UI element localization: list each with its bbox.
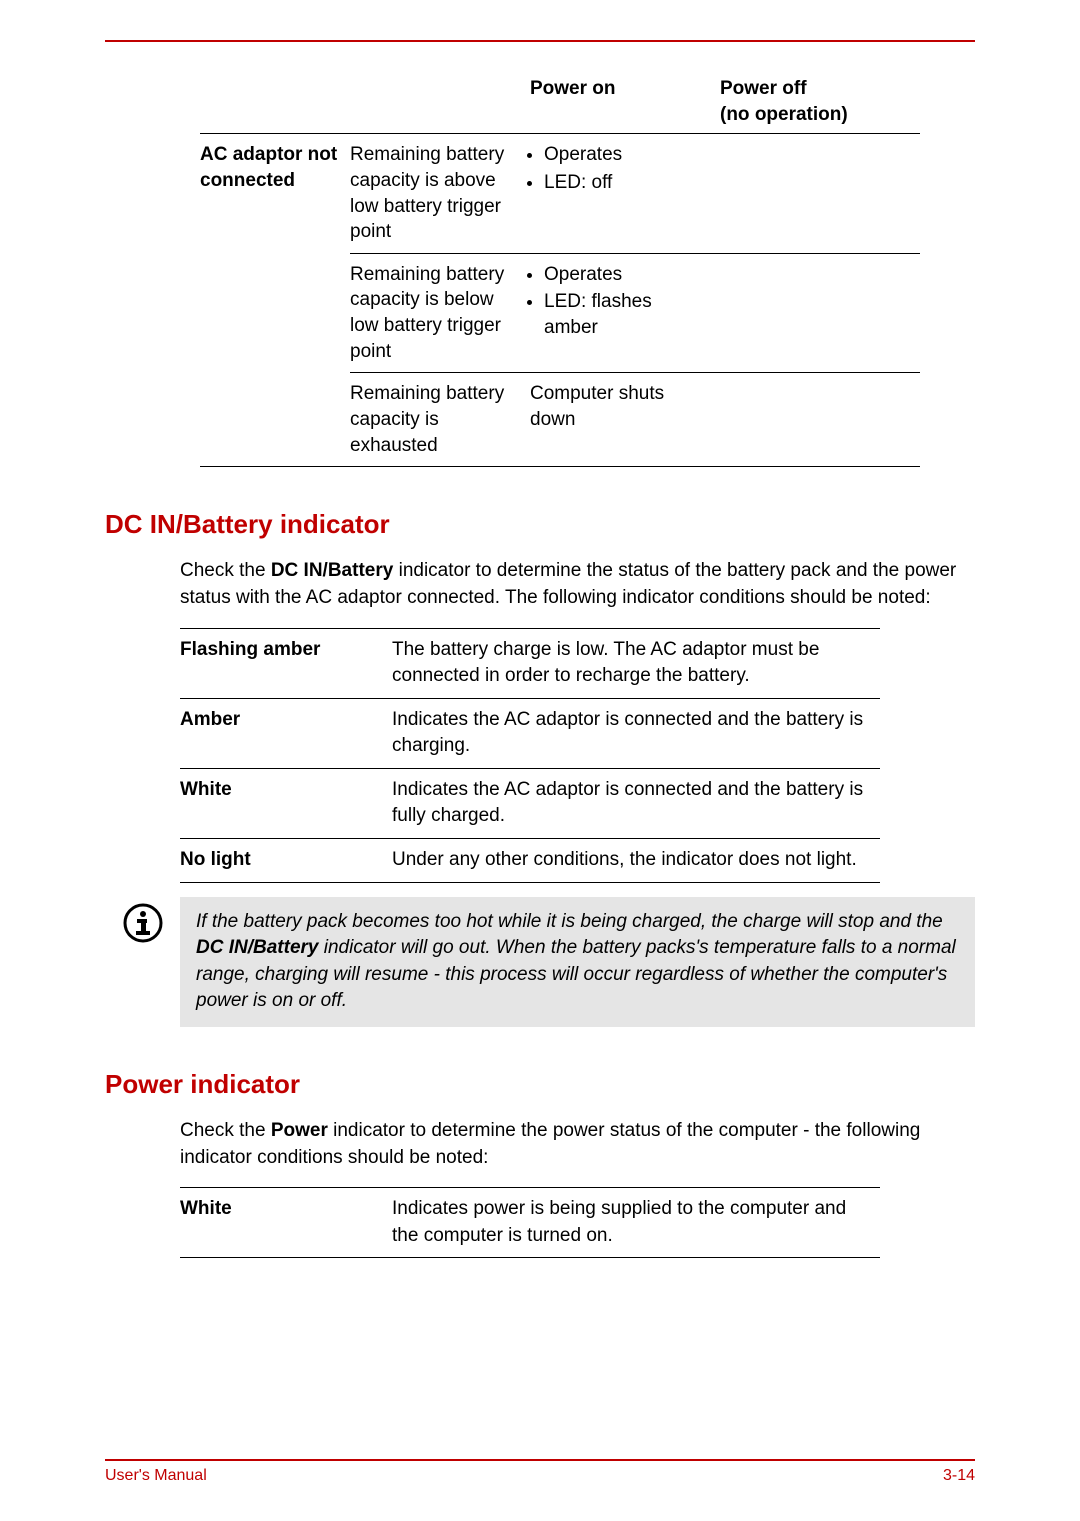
status-desc: Indicates the AC adaptor is connected an… [392,768,880,838]
status-desc: Indicates power is being supplied to the… [392,1188,880,1258]
text: Check the [180,1120,271,1141]
table-row: No light Under any other conditions, the… [180,839,880,883]
table-row: AC adaptor not connected Remaining batte… [200,134,920,254]
note: If the battery pack becomes too hot whil… [105,897,975,1027]
text-bold: DC IN/Battery [196,937,318,958]
col-power-off-l1: Power off [720,78,807,99]
rowhead-ac-not-connected: AC adaptor not connected [200,134,350,467]
status-label: White [180,768,392,838]
table-row: Flashing amber The battery charge is low… [180,628,880,698]
table-row: White Indicates power is being supplied … [180,1188,880,1258]
text: Check the [180,560,271,581]
status-label: No light [180,839,392,883]
power-status-table: White Indicates power is being supplied … [180,1187,880,1258]
status-desc: The battery charge is low. The AC adapto… [392,628,880,698]
status-desc: Under any other conditions, the indicato… [392,839,880,883]
table-row: White Indicates the AC adaptor is connec… [180,768,880,838]
bullet: LED: off [544,170,710,196]
status-label: Flashing amber [180,628,392,698]
power-intro: Check the Power indicator to determine t… [180,1118,975,1171]
heading-dc-in-battery: DC IN/Battery indicator [105,509,975,540]
status-label: Amber [180,698,392,768]
cond-exhausted: Remaining battery capacity is exhausted [350,373,530,467]
status-label: White [180,1188,392,1258]
text-bold: DC IN/Battery [271,560,393,581]
bullet: Operates [544,142,710,168]
col-power-off-l2: (no operation) [720,104,848,125]
col-power-off: Power off (no operation) [720,72,920,134]
cond-above-trigger: Remaining battery capacity is above low … [350,134,530,254]
bullets: Operates LED: off [530,142,710,195]
dc-status-table: Flashing amber The battery charge is low… [180,628,880,883]
bullet: LED: flashes amber [544,289,710,340]
col-power-on: Power on [530,72,720,134]
dc-intro: Check the DC IN/Battery indicator to det… [180,558,975,611]
text: If the battery pack becomes too hot whil… [196,911,943,932]
table-row: Amber Indicates the AC adaptor is connec… [180,698,880,768]
power-condition-table: Power on Power off (no operation) AC ada… [200,72,920,467]
footer-left: User's Manual [105,1467,207,1485]
bullets: Operates LED: flashes amber [530,262,710,341]
top-rule [105,40,975,42]
text-bold: Power [271,1120,328,1141]
note-text: If the battery pack becomes too hot whil… [180,897,975,1027]
note-icon-cell [105,897,180,1027]
cond-below-trigger: Remaining battery capacity is below low … [350,253,530,373]
bullet: Operates [544,262,710,288]
info-icon [123,903,163,943]
footer: User's Manual 3-14 [105,1459,975,1485]
status-desc: Indicates the AC adaptor is connected an… [392,698,880,768]
page: Power on Power off (no operation) AC ada… [0,0,1080,1521]
cond-exhausted-result: Computer shuts down [530,373,720,467]
footer-right: 3-14 [943,1467,975,1485]
heading-power-indicator: Power indicator [105,1069,975,1100]
